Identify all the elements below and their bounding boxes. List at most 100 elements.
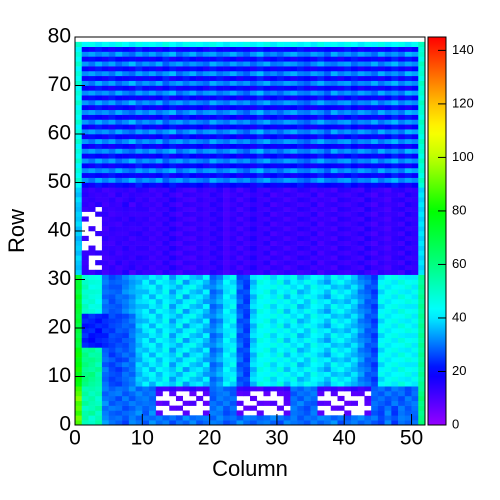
cell xyxy=(283,46,291,52)
cell xyxy=(411,391,419,397)
cell xyxy=(391,352,399,358)
cell xyxy=(108,221,116,227)
cell xyxy=(88,352,96,358)
cell xyxy=(256,90,264,96)
cell xyxy=(155,298,163,305)
cell xyxy=(101,303,109,309)
cell xyxy=(384,313,392,319)
y-tick-label: 80 xyxy=(48,25,71,48)
cell xyxy=(256,337,264,343)
cell xyxy=(283,100,291,106)
cell xyxy=(310,391,318,397)
cell xyxy=(337,41,345,47)
cell xyxy=(95,391,103,397)
cell xyxy=(149,201,157,208)
cell xyxy=(122,357,130,363)
cell xyxy=(88,119,96,125)
cell xyxy=(324,41,332,47)
cell xyxy=(175,100,183,106)
cell xyxy=(337,109,345,115)
cell xyxy=(128,104,136,111)
cell xyxy=(324,206,332,212)
cell xyxy=(411,143,419,149)
cell xyxy=(115,405,123,411)
cell xyxy=(149,269,157,275)
cell xyxy=(223,167,231,174)
cell xyxy=(95,80,103,86)
cell xyxy=(162,260,170,266)
cell xyxy=(418,119,426,125)
cell xyxy=(182,376,190,382)
cell xyxy=(209,240,217,246)
cell xyxy=(202,163,210,169)
cell xyxy=(357,129,365,135)
cell xyxy=(128,221,136,227)
cell xyxy=(384,61,392,67)
cell xyxy=(283,192,291,198)
cell xyxy=(290,182,298,188)
cell xyxy=(135,284,143,290)
cell xyxy=(223,192,231,198)
cell xyxy=(88,114,96,120)
cell xyxy=(371,240,379,246)
cell xyxy=(155,85,163,91)
cell xyxy=(229,90,237,96)
cell xyxy=(270,56,278,62)
cell xyxy=(115,381,123,387)
cell xyxy=(122,318,130,324)
cell xyxy=(391,197,399,203)
cell xyxy=(81,410,89,416)
cell xyxy=(75,269,83,275)
cell xyxy=(357,66,365,72)
cell xyxy=(81,201,89,208)
cell xyxy=(75,235,83,241)
cell xyxy=(101,313,109,319)
cell xyxy=(256,201,264,208)
cell xyxy=(324,255,332,261)
cell xyxy=(229,167,237,174)
cell xyxy=(122,366,130,372)
cell xyxy=(101,240,109,246)
cell xyxy=(364,119,372,125)
cell xyxy=(330,109,338,115)
cell xyxy=(128,211,136,217)
cell xyxy=(122,201,130,208)
cell xyxy=(115,386,123,392)
cell xyxy=(196,274,204,280)
cell xyxy=(263,192,271,198)
cell xyxy=(350,245,358,251)
cell xyxy=(88,75,96,81)
cell xyxy=(169,323,177,329)
cell xyxy=(317,371,325,377)
cell xyxy=(236,206,244,212)
cell xyxy=(162,197,170,203)
cell xyxy=(350,41,358,47)
cell xyxy=(182,148,190,154)
cell xyxy=(101,70,109,77)
cell xyxy=(95,269,103,275)
cell xyxy=(135,235,143,241)
cell xyxy=(371,197,379,203)
cell xyxy=(189,303,197,309)
cell xyxy=(149,163,157,169)
cell xyxy=(418,80,426,86)
cell xyxy=(229,245,237,251)
cell xyxy=(384,366,392,372)
cell xyxy=(108,206,116,212)
cell xyxy=(337,337,345,343)
cell xyxy=(216,332,224,338)
cell xyxy=(175,201,183,208)
cell xyxy=(81,250,89,256)
cell xyxy=(324,250,332,256)
cell xyxy=(75,298,83,305)
cell xyxy=(364,284,372,290)
cell xyxy=(350,352,358,358)
cell xyxy=(344,371,352,377)
cell xyxy=(122,332,130,338)
cell xyxy=(290,279,298,285)
cell xyxy=(229,80,237,86)
cell xyxy=(418,298,426,305)
cell xyxy=(324,342,332,348)
cell xyxy=(122,46,130,52)
cell xyxy=(310,124,318,130)
